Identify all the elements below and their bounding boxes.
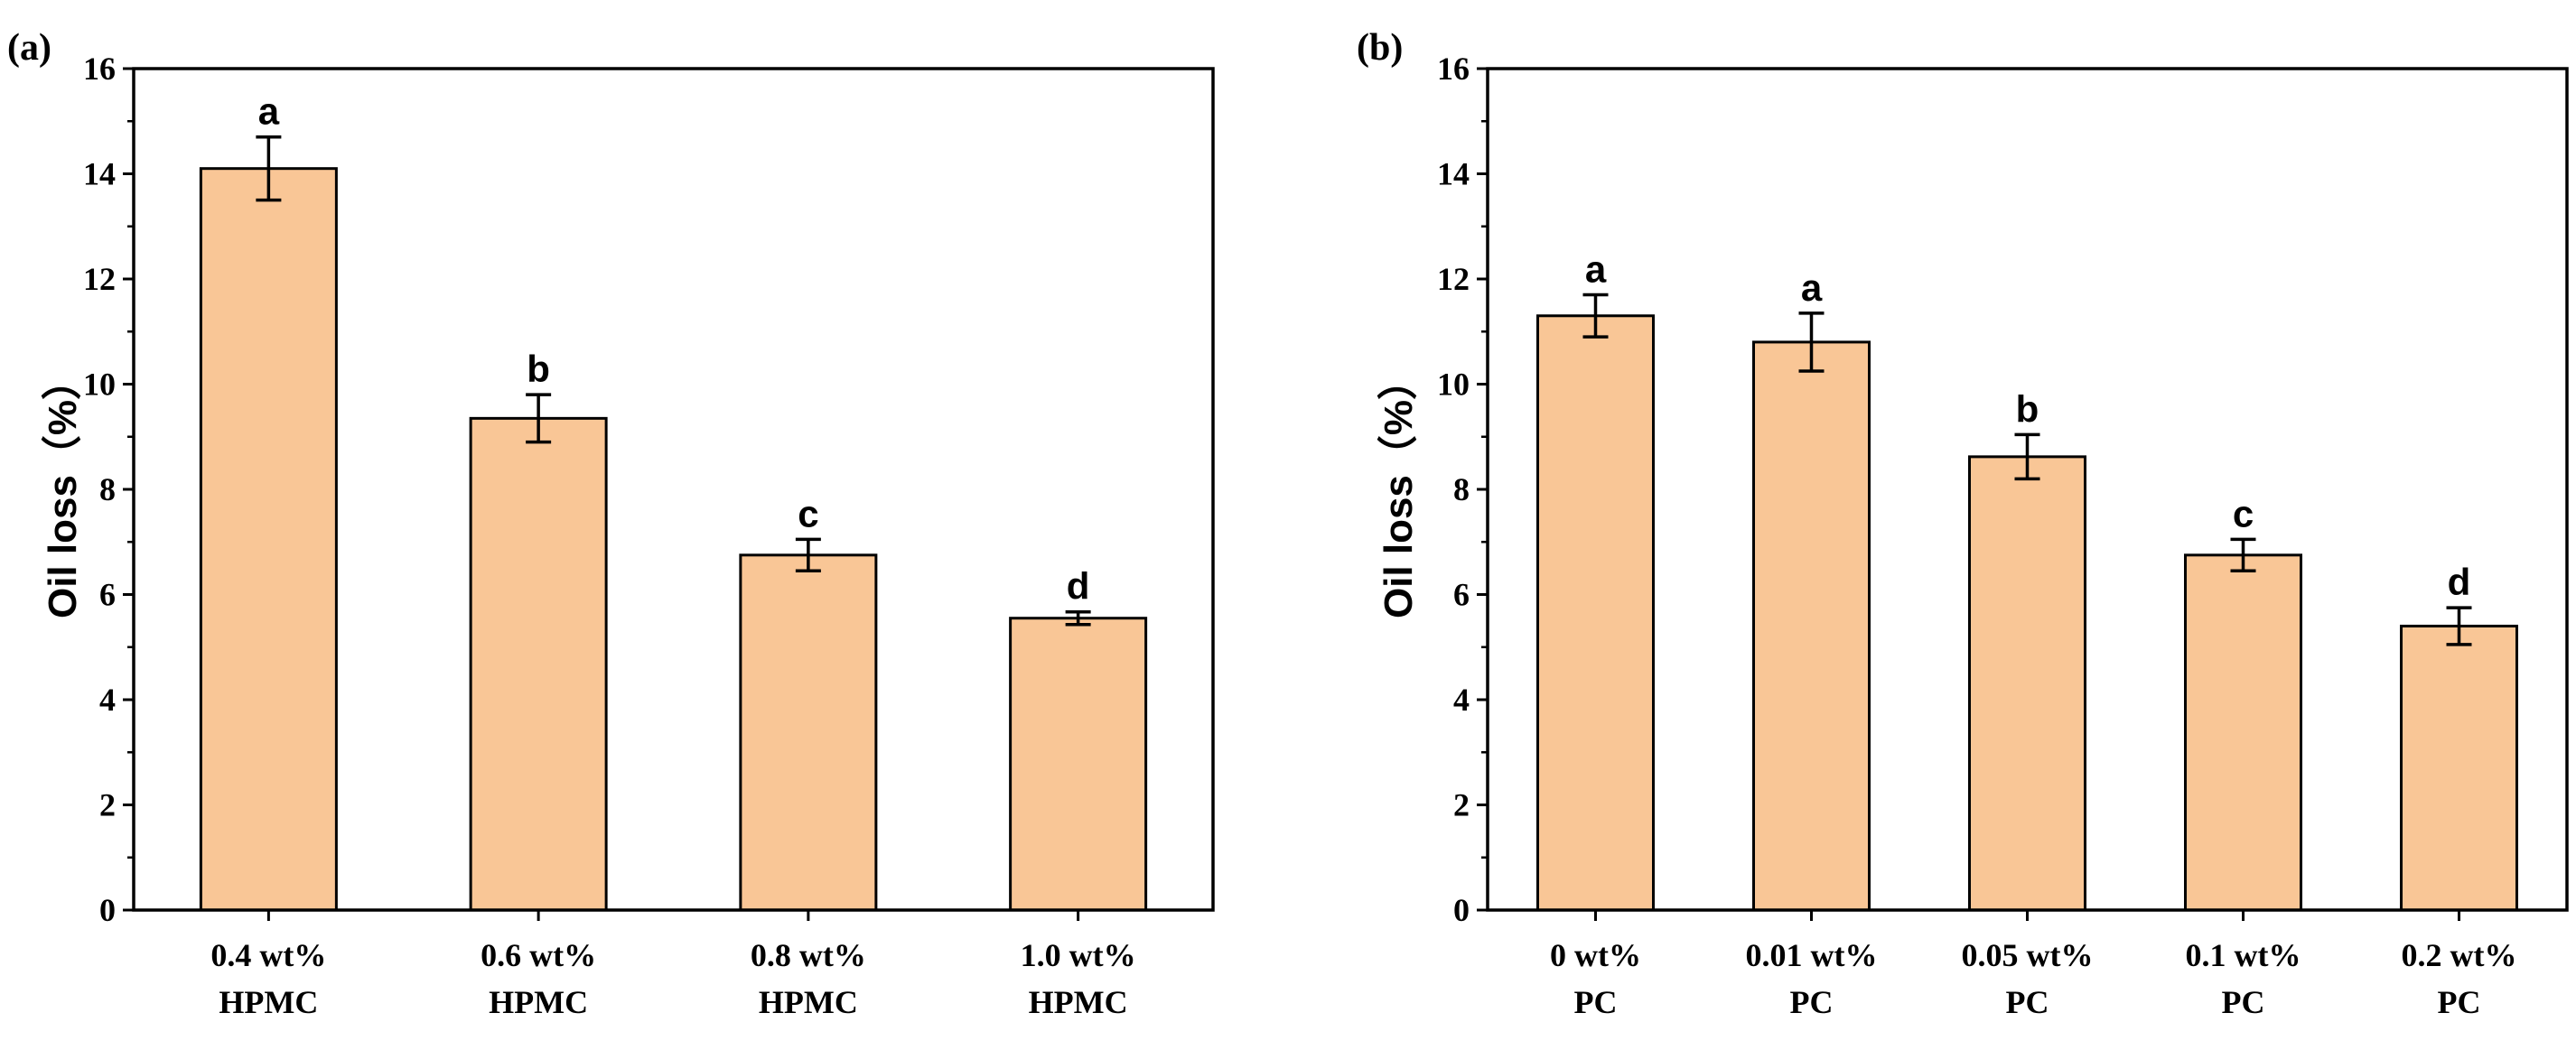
bar — [739, 553, 878, 912]
error-bar — [2446, 606, 2472, 646]
y-axis-title: Oil loss（%） — [1377, 360, 1421, 618]
y-tick-label: 16 — [1437, 51, 1470, 87]
y-axis-title: Oil loss（%） — [41, 360, 85, 618]
x-tick-label: PC — [1574, 984, 1618, 1020]
significance-label: c — [798, 492, 818, 534]
x-tick-label: HPMC — [759, 984, 858, 1020]
bar — [2184, 553, 2302, 912]
x-tick-label: PC — [1790, 984, 1834, 1020]
y-tick-label: 4 — [99, 682, 116, 718]
y-tick-label: 12 — [1437, 261, 1470, 297]
x-tick-label: 0.8 wt% — [751, 937, 866, 973]
y-tick-label: 2 — [99, 787, 116, 823]
significance-label: d — [2448, 561, 2471, 603]
y-tick-label: 16 — [83, 51, 116, 87]
x-tick-label: 0 wt% — [1550, 937, 1641, 973]
y-tick-label: 12 — [83, 261, 116, 297]
y-tick-label: 14 — [1437, 156, 1470, 192]
x-tick-label: 0.01 wt% — [1746, 937, 1878, 973]
plot-frame — [1486, 67, 2569, 912]
y-tick-label: 0 — [99, 892, 116, 928]
x-tick-label: 0.6 wt% — [481, 937, 596, 973]
x-tick-label: PC — [2438, 984, 2481, 1020]
plot-frame — [132, 67, 1215, 912]
bar — [1009, 617, 1148, 912]
error-bar — [526, 393, 552, 444]
y-tick-label: 8 — [1453, 471, 1470, 507]
x-tick-label: 0.4 wt% — [210, 937, 326, 973]
y-tick-label: 8 — [99, 471, 116, 507]
significance-label: a — [1801, 266, 1823, 309]
x-tick-label: PC — [2222, 984, 2265, 1020]
x-tick-label: PC — [2006, 984, 2049, 1020]
y-tick-label: 10 — [1437, 367, 1470, 403]
significance-label: c — [2233, 492, 2254, 534]
bar — [2400, 624, 2518, 912]
y-tick-label: 10 — [83, 367, 116, 403]
bar — [199, 167, 338, 912]
y-tick-label: 14 — [83, 156, 116, 192]
y-tick-label: 6 — [1453, 577, 1470, 613]
error-bar — [1582, 293, 1609, 339]
y-tick-label: 6 — [99, 577, 116, 613]
chart-panel-a: (a) a 0.4 wt% HPMC b 0.6 wt% HPMC c 0.8 wt% HPMC d… — [7, 27, 1215, 1020]
panel-label: (b) — [1357, 27, 1403, 69]
x-tick-label: HPMC — [489, 984, 588, 1020]
significance-label: a — [258, 90, 280, 133]
error-bar — [256, 135, 282, 202]
bar — [1752, 340, 1871, 912]
error-bar — [2230, 537, 2256, 573]
significance-label: b — [527, 348, 550, 390]
bar — [1536, 314, 1655, 912]
error-bar — [1065, 609, 1091, 627]
significance-label: d — [1067, 565, 1090, 608]
x-tick-label: 0.2 wt% — [2402, 937, 2517, 973]
y-tick-label: 0 — [1453, 892, 1470, 928]
x-tick-label: 1.0 wt% — [1021, 937, 1136, 973]
bar — [1968, 455, 2086, 912]
panel-label: (a) — [7, 27, 51, 69]
y-tick-label: 2 — [1453, 787, 1470, 823]
bar — [469, 416, 608, 912]
x-tick-label: HPMC — [219, 984, 318, 1020]
significance-label: a — [1585, 247, 1607, 290]
x-tick-label: HPMC — [1029, 984, 1128, 1020]
x-tick-label: 0.05 wt% — [1962, 937, 2094, 973]
error-bar — [2014, 432, 2040, 481]
x-tick-label: 0.1 wt% — [2186, 937, 2301, 973]
significance-label: b — [2016, 387, 2039, 430]
chart-panel-b: (b) a 0 wt% PC a 0.01 wt% PC b 0.05 wt% PC c 0.1 wt… — [1357, 27, 2569, 1020]
y-tick-label: 4 — [1453, 682, 1470, 718]
error-bar — [1798, 311, 1825, 373]
error-bar — [795, 537, 821, 573]
